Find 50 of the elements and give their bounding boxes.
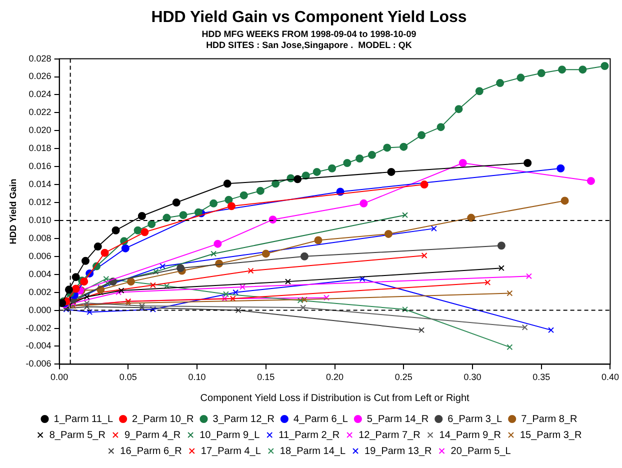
legend-label: 4_Parm 6_L bbox=[293, 414, 348, 425]
y-tick-label: 0.028 bbox=[28, 53, 52, 64]
x-tick-label: 0.35 bbox=[532, 372, 550, 382]
y-tick-label: 0.006 bbox=[28, 250, 52, 261]
legend-label: 2_Parm 10_R bbox=[132, 414, 194, 425]
legend-label: 10_Parm 9_L bbox=[200, 430, 260, 441]
legend-label: 17_Parm 4_L bbox=[200, 446, 262, 457]
y-tick-label: 0.008 bbox=[28, 232, 52, 243]
y-tick-label: 0.026 bbox=[28, 71, 52, 82]
legend-label: 7_Parm 8_R bbox=[521, 414, 578, 425]
y-tick-label: 0.016 bbox=[28, 161, 52, 172]
x-axis-title: Component Yield Loss if Distribution is Cut from Left or Right bbox=[200, 392, 470, 404]
y-tick-label: 0.004 bbox=[28, 268, 52, 279]
x-tick-label: 0.40 bbox=[601, 372, 620, 382]
y-tick-label: 0.010 bbox=[28, 214, 52, 225]
legend-label: 1_Parm 11_L bbox=[54, 414, 114, 425]
y-tick-label: 0.002 bbox=[28, 286, 52, 297]
y-tick-label: -0.002 bbox=[26, 322, 52, 333]
y-tick-label: 0.022 bbox=[28, 107, 52, 118]
y-tick-label: 0.012 bbox=[28, 197, 52, 207]
legend-label: 18_Parm 14_L bbox=[280, 446, 346, 457]
legend-label: 6_Parm 3_L bbox=[448, 414, 503, 425]
legend-label: 8_Parm 5_R bbox=[49, 430, 106, 441]
y-axis-title: HDD Yield Gain bbox=[8, 178, 18, 244]
y-tick-label: 0.018 bbox=[28, 143, 52, 154]
x-tick-label: 0.20 bbox=[326, 372, 344, 382]
y-tick-label: -0.004 bbox=[26, 340, 52, 351]
y-tick-label: 0.000 bbox=[28, 304, 52, 315]
legend-label: 16_Parm 6_R bbox=[120, 446, 182, 457]
chart-title: HDD Yield Gain vs Component Yield Loss bbox=[151, 9, 467, 26]
chart-subtitle: HDD MFG WEEKS FROM 1998-09-04 to 1998-10-09 HDD SITES : San Jose,Singapore . MODEL : QK bbox=[202, 29, 416, 50]
legend-label: 9_Parm 4_R bbox=[124, 430, 181, 441]
legend-label: 12_Parm 7_R bbox=[358, 430, 420, 441]
x-tick-label: 0.15 bbox=[257, 372, 275, 382]
legend-label: 11_Parm 2_R bbox=[278, 430, 340, 441]
legend-label: 15_Parm 3_R bbox=[520, 430, 582, 441]
y-tick-label: 0.014 bbox=[28, 179, 52, 190]
legend-label: 20_Parm 5_L bbox=[450, 446, 512, 457]
x-tick-label: 0.10 bbox=[188, 372, 206, 382]
y-tick-label: 0.024 bbox=[28, 89, 52, 100]
legend-label: 5_Parm 14_R bbox=[366, 414, 429, 425]
x-tick-label: 0.30 bbox=[464, 372, 482, 382]
x-tick-label: 0.05 bbox=[119, 372, 137, 382]
x-tick-label: 0.00 bbox=[50, 372, 68, 382]
legend-label: 19_Parm 13_R bbox=[364, 446, 432, 457]
legend-label: 3_Parm 12_R bbox=[212, 414, 274, 425]
y-tick-label: -0.006 bbox=[26, 358, 52, 369]
legend-label: 14_Parm 9_R bbox=[439, 430, 501, 441]
x-tick-label: 0.25 bbox=[394, 372, 412, 382]
y-tick-label: 0.020 bbox=[28, 125, 52, 136]
